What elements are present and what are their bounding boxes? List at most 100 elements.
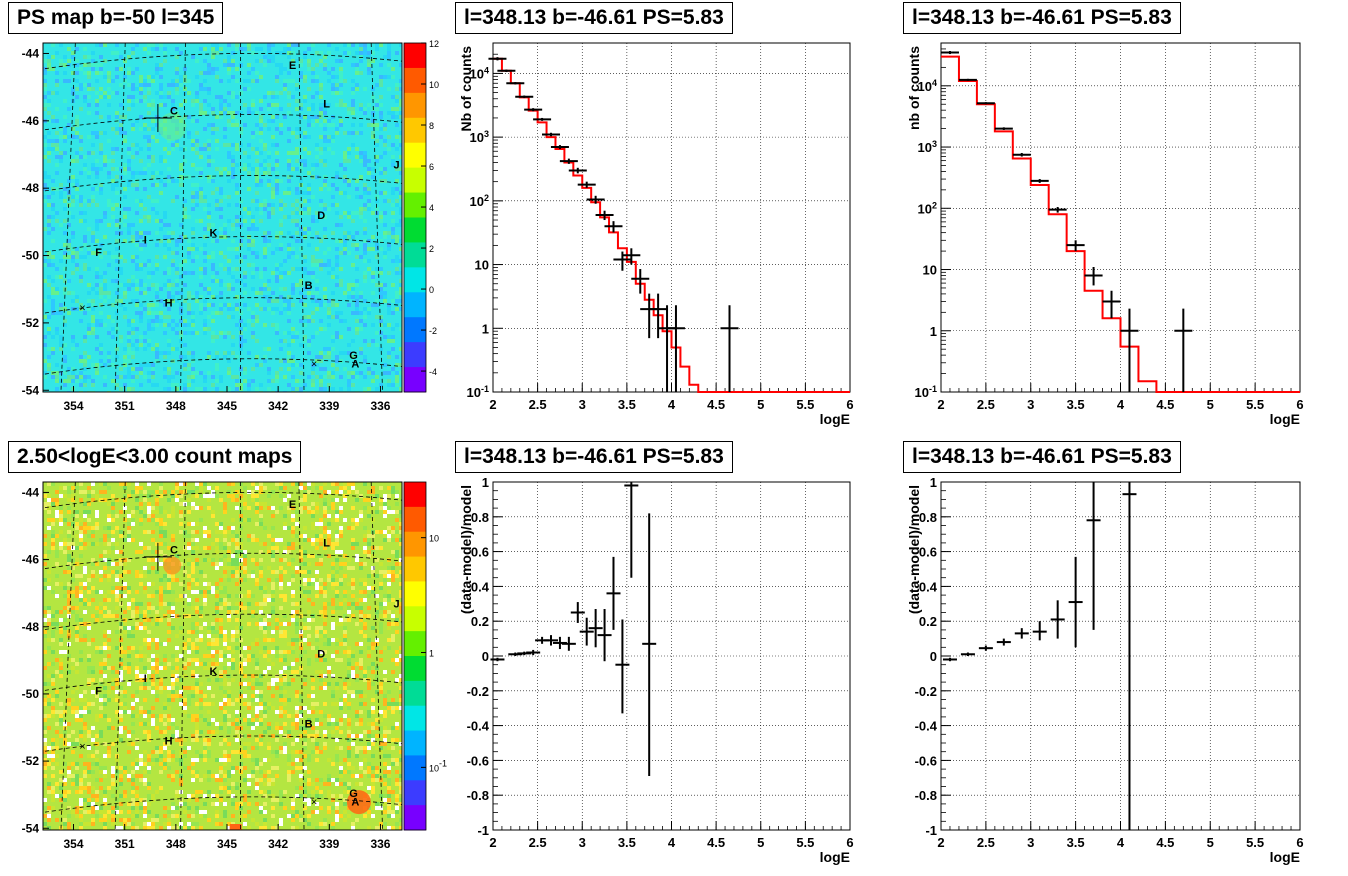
map-x-tick-label: 345 [217, 399, 237, 413]
data-point [533, 117, 552, 121]
data-point [942, 657, 957, 662]
y-tick-label: -0.4 [915, 719, 938, 734]
data-point [649, 293, 668, 339]
y-tick-label: -0.6 [915, 753, 937, 768]
data-point [597, 609, 612, 662]
colorbar-segment [404, 680, 426, 707]
data-point [1174, 308, 1193, 392]
data-point [1068, 556, 1083, 648]
x-marker: × [79, 741, 85, 753]
map-y-tick-label: -48 [22, 620, 40, 634]
source-label: C [170, 544, 178, 556]
source-label: L [323, 537, 330, 549]
x-tick-label: 6 [1296, 397, 1303, 412]
data-point [1066, 240, 1085, 252]
y-tick-label: -1 [925, 823, 937, 838]
map-frame [42, 481, 403, 831]
longitude-line [298, 43, 305, 392]
map-x-tick-label: 342 [268, 399, 288, 413]
source-label: C [170, 106, 178, 118]
y-tick-label: 0 [930, 649, 937, 664]
x-tick-label: 2 [489, 835, 496, 850]
x-tick-label: 5 [757, 835, 764, 850]
y-tick-label: 103 [918, 139, 937, 155]
colorbar-frame [403, 481, 427, 831]
x-tick-label: 5.5 [796, 397, 814, 412]
map-x-tick-label: 351 [115, 837, 135, 851]
data-point [544, 635, 559, 646]
y-axis-title: nb of counts [906, 46, 922, 130]
count-map-pixels [43, 482, 402, 830]
count-map-title: 2.50<logE<3.00 count maps [8, 441, 302, 473]
data-point [1048, 206, 1067, 213]
y-tick-label: 1 [482, 321, 489, 336]
x-tick-label: 2 [937, 397, 944, 412]
source-label: J [394, 598, 400, 610]
longitude-line [114, 43, 126, 392]
data-point [978, 645, 993, 651]
source-label: J [394, 160, 400, 172]
map-x-tick-label: 339 [319, 399, 339, 413]
source-label: B [305, 280, 313, 292]
x-tick-label: 3 [1027, 397, 1034, 412]
source-glow [158, 112, 187, 141]
x-tick-label: 5.5 [796, 835, 814, 850]
y-tick-label: 0 [482, 649, 489, 664]
latitude-line [43, 674, 402, 692]
x-tick-label: 5.5 [1246, 835, 1264, 850]
data-point [586, 195, 605, 204]
data-point [579, 617, 594, 646]
data-point [524, 108, 543, 112]
x-tick-label: 3 [579, 835, 586, 850]
latitude-line [43, 735, 402, 752]
model-histogram [493, 57, 850, 393]
residual2-title: l=348.13 b=-46.61 PS=5.83 [903, 441, 1181, 473]
data-point [958, 78, 977, 81]
x-tick-label: 4.5 [1156, 835, 1174, 850]
y-tick-label: -0.2 [915, 684, 937, 699]
source-label: D [317, 210, 325, 222]
y-tick-label: 0.4 [471, 579, 490, 594]
longitude-line [114, 482, 126, 830]
source-label: H [165, 736, 173, 748]
x-tick-label: 5 [757, 397, 764, 412]
x-tick-label: 4 [1117, 397, 1125, 412]
colorbar-segment [404, 217, 426, 243]
map-y-tick-label: -46 [22, 114, 40, 128]
x-axis-title: logE [1270, 849, 1300, 865]
colorbar-segment [404, 67, 426, 94]
data-point [568, 167, 587, 174]
source-label: I [144, 673, 147, 685]
y-tick-label: -0.4 [467, 719, 490, 734]
map-frame [42, 42, 403, 393]
data-point [1086, 482, 1101, 630]
map-y-tick-label: -50 [22, 249, 40, 263]
colorbar-segment [404, 342, 426, 368]
x-marker: × [311, 359, 317, 371]
colorbar-segment [404, 43, 426, 69]
colorbar-tick-label: 1 [429, 649, 434, 659]
data-point [570, 602, 585, 623]
data-point [960, 652, 975, 656]
latitude-line [43, 358, 402, 375]
y-tick-label: -0.2 [467, 684, 489, 699]
colorbar-tick-label: 2 [429, 244, 434, 254]
data-point [577, 181, 596, 188]
map-x-tick-label: 345 [217, 837, 237, 851]
spectrum1-title: l=348.13 b=-46.61 PS=5.83 [455, 2, 733, 34]
data-point [490, 657, 505, 662]
y-tick-label: 0.8 [471, 510, 489, 525]
colorbar-segment [404, 805, 426, 831]
x-axis-title: logE [820, 411, 850, 427]
source-glow [163, 556, 182, 575]
data-point [642, 513, 657, 777]
y-tick-label: 0.2 [919, 614, 937, 629]
map-x-tick-label: 342 [268, 837, 288, 851]
x-tick-label: 2.5 [977, 835, 995, 850]
latitude-line [43, 53, 402, 70]
data-point [1012, 152, 1031, 157]
y-axis-title: (data-model)/model [906, 485, 922, 614]
colorbar-tick-label: 10 [429, 80, 439, 90]
colorbar-segment [404, 482, 426, 508]
y-tick-label: 0.4 [919, 579, 938, 594]
